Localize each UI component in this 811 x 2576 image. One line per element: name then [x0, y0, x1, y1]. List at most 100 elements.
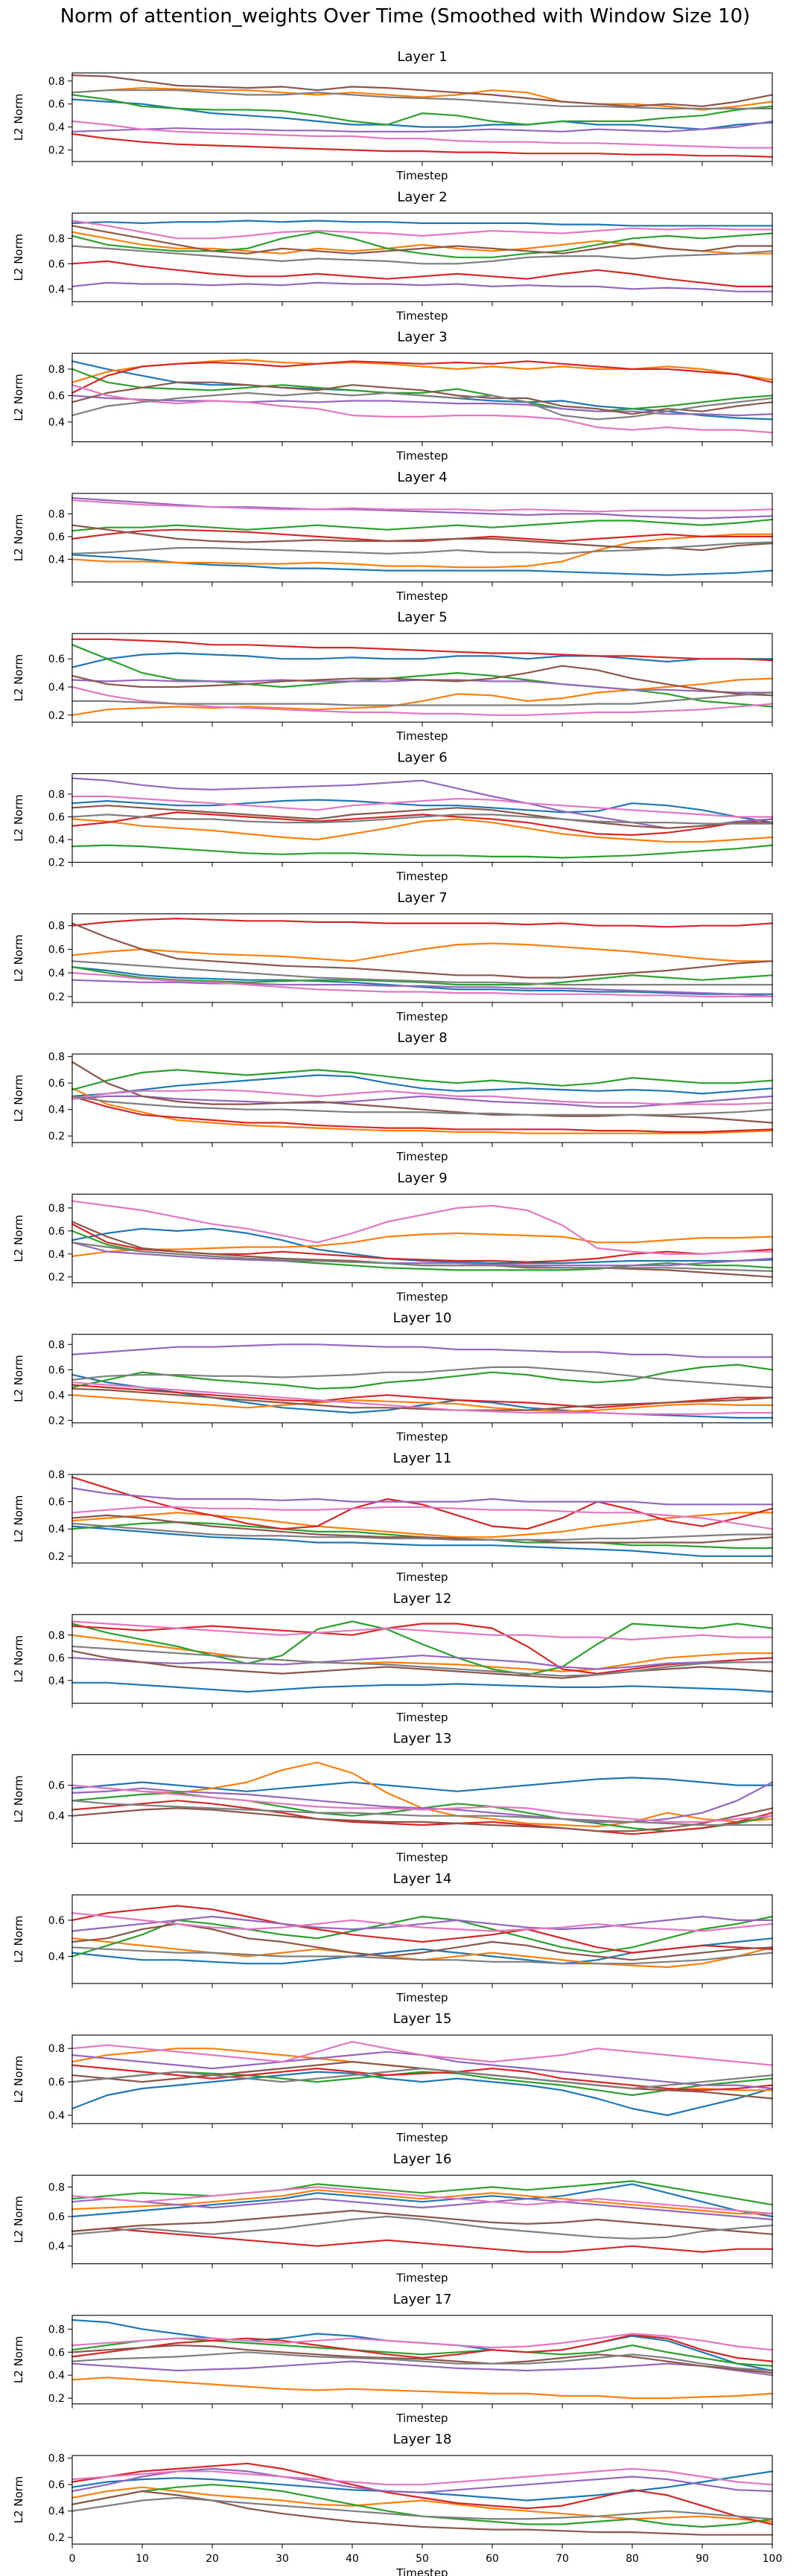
x-axis-label: Timestep — [395, 1710, 448, 1724]
y-tick-label: 0.2 — [48, 1415, 65, 1427]
subplot-title: Layer 7 — [397, 890, 447, 906]
series-line-6 — [71, 1061, 774, 1124]
series-line-4 — [71, 811, 774, 837]
series-line-7 — [71, 1381, 774, 1415]
series-line-5 — [71, 1655, 774, 1670]
series-line-3 — [71, 368, 774, 412]
x-axis-label: Timestep — [395, 729, 448, 743]
y-tick-label: 0.2 — [48, 145, 65, 157]
series-line-7 — [71, 2333, 774, 2351]
series-line-1 — [71, 2071, 774, 2117]
y-tick-label: 0.6 — [48, 2211, 65, 2223]
series-line-7 — [71, 1200, 774, 1255]
y-tick-label: 0.4 — [48, 682, 65, 694]
y-tick-label: 0.8 — [48, 1052, 65, 1064]
x-axis-label: Timestep — [395, 2566, 448, 2576]
series-line-7 — [71, 2041, 774, 2066]
x-axis-label: Timestep — [395, 1010, 448, 1023]
y-axis-label: L2 Norm — [12, 1916, 25, 1963]
series-line-7 — [71, 1506, 774, 1530]
series-line-1 — [71, 652, 774, 668]
y-tick-label: 0.6 — [48, 2077, 65, 2088]
series-line-7 — [71, 795, 774, 818]
x-tick-label: 30 — [276, 2553, 289, 2565]
y-axis-label: L2 Norm — [12, 94, 25, 141]
y-axis-label: L2 Norm — [12, 935, 25, 982]
series-line-3 — [71, 844, 774, 859]
x-axis-label: Timestep — [395, 1290, 448, 1303]
y-tick-label: 0.8 — [48, 1203, 65, 1215]
subplot-title: Layer 5 — [397, 610, 447, 625]
series-line-4 — [71, 1623, 774, 1675]
series-line-6 — [71, 2344, 774, 2374]
x-tick-label: 60 — [486, 2553, 499, 2565]
y-tick-label: 0.4 — [48, 1105, 65, 1116]
series-line-7 — [71, 1784, 774, 1823]
subplot-layer-10: Layer 10 0.2 0.4 0.6 0.8 Timestep L2 Norm — [12, 1311, 774, 1444]
y-tick-label: 0.8 — [48, 2182, 65, 2193]
series-line-1 — [71, 1074, 774, 1098]
subplot-title: Layer 3 — [397, 330, 447, 345]
axes-frame — [71, 1894, 773, 1984]
y-axis-label: L2 Norm — [12, 1775, 25, 1823]
series-line-3 — [71, 1620, 774, 1676]
series-line-8 — [71, 2351, 774, 2372]
series-line-3 — [71, 2180, 774, 2206]
y-axis-label: L2 Norm — [12, 1495, 25, 1543]
y-tick-label: 0.6 — [48, 258, 65, 270]
series-line-3 — [71, 644, 774, 708]
figure-suptitle: Norm of attention_weights Over Time (Smo… — [60, 5, 751, 28]
subplot-title: Layer 17 — [393, 2292, 452, 2307]
y-tick-label: 0.6 — [48, 944, 65, 956]
y-axis-label: L2 Norm — [12, 1635, 25, 1683]
series-line-8 — [71, 89, 774, 109]
series-line-5 — [71, 496, 774, 520]
series-line-5 — [71, 1487, 774, 1506]
series-line-5 — [71, 120, 774, 132]
y-tick-label: 0.8 — [48, 1630, 65, 1642]
subplot-title: Layer 13 — [393, 1731, 452, 1747]
series-line-7 — [71, 1912, 774, 1932]
x-axis-label: Timestep — [395, 169, 448, 182]
series-line-2 — [71, 818, 774, 843]
series-line-4 — [71, 2064, 774, 2091]
y-tick-label: 0.4 — [48, 417, 65, 429]
series-line-4 — [71, 1476, 774, 1530]
x-axis-label: Timestep — [395, 1431, 448, 1444]
subplot-layer-8: Layer 8 0.2 0.4 0.6 0.8 Timestep L2 Norm — [12, 1030, 774, 1163]
subplot-title: Layer 1 — [397, 49, 447, 65]
series-line-6 — [71, 225, 774, 255]
series-line-6 — [71, 1387, 774, 1411]
series-line-3 — [71, 518, 774, 532]
y-tick-label: 0.6 — [48, 653, 65, 665]
x-axis-label: Timestep — [395, 1851, 448, 1864]
y-tick-label: 0.6 — [48, 1226, 65, 1238]
series-line-7 — [71, 971, 774, 998]
series-line-2 — [71, 1087, 774, 1134]
subplot-layer-12: Layer 12 0.4 0.6 0.8 Timestep L2 Norm — [12, 1591, 774, 1724]
y-tick-label: 0.4 — [48, 968, 65, 979]
series-line-8 — [71, 1946, 774, 1965]
subplot-layer-13: Layer 13 0.4 0.6 Timestep L2 Norm — [12, 1731, 774, 1864]
series-line-8 — [71, 245, 774, 265]
series-line-2 — [71, 1512, 774, 1538]
series-line-8 — [71, 960, 774, 986]
series-line-2 — [71, 1394, 774, 1413]
y-tick-label: 0.6 — [48, 99, 65, 111]
series-line-4 — [71, 1384, 774, 1409]
axes-frame — [71, 633, 773, 723]
series-line-1 — [71, 220, 774, 227]
subplot-layer-1: Layer 1 0.2 0.4 0.6 0.8 Timestep L2 Norm — [12, 49, 774, 182]
y-tick-label: 0.4 — [48, 2110, 65, 2122]
series-line-5 — [71, 2467, 774, 2493]
series-line-7 — [71, 2186, 774, 2215]
subplot-title: Layer 2 — [397, 189, 447, 205]
series-line-2 — [71, 942, 774, 962]
x-axis-label: Timestep — [395, 870, 448, 883]
series-line-6 — [71, 922, 774, 979]
x-tick-label: 40 — [346, 2553, 359, 2565]
series-line-3 — [71, 94, 774, 126]
y-axis-label: L2 Norm — [12, 2336, 25, 2384]
subplot-layer-18: Layer 18 0.2 0.4 0.6 0.8 0 10 20 30 40 50 60 70 80 90 1… — [12, 2432, 782, 2576]
